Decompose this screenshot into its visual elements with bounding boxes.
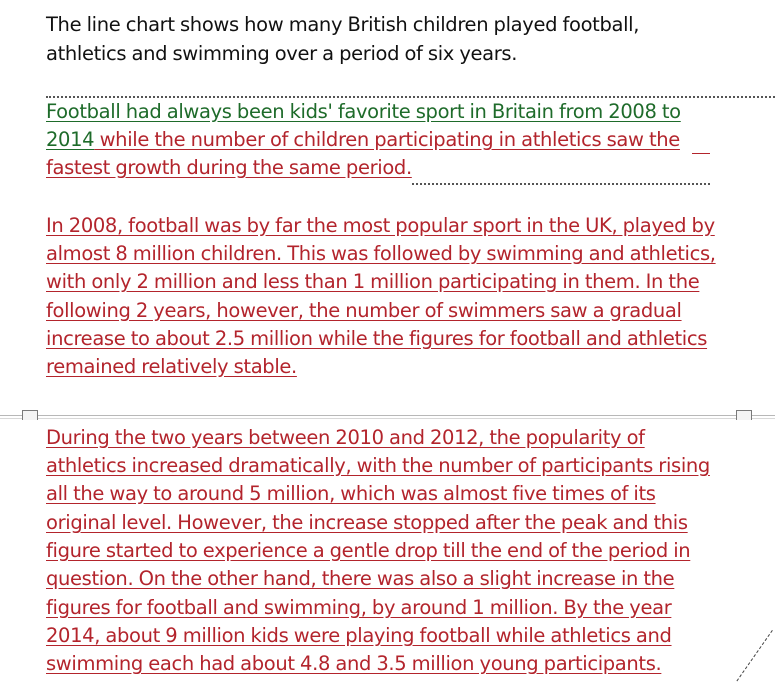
paragraph2-line-9: swimming each had about 4.8 and 3.5 mill…	[46, 652, 662, 675]
overview-year: 2014	[46, 128, 95, 151]
paragraph2-line-3: all the way to around 5 million, which w…	[46, 482, 656, 505]
overview-line-2: 2014 while the number of children partic…	[46, 126, 680, 154]
overview-line-2-rest: while the number of children participati…	[94, 128, 681, 151]
overview-trailing-underline	[692, 153, 710, 154]
paragraph2-line-8: 2014, about 9 million kids were playing …	[46, 624, 672, 647]
overview-line-3: fastest growth during the same period.	[46, 156, 412, 179]
paragraph1-line-6: remained relatively stable.	[46, 355, 297, 378]
overview-dotted-border-bottom	[412, 183, 710, 185]
left-page-corner-marker	[22, 410, 38, 420]
paragraph2-line-5: figure started to experience a gentle dr…	[46, 539, 691, 562]
intro-line-1: The line chart shows how many British ch…	[46, 13, 640, 36]
paragraph1-line-2: almost 8 million children. This was foll…	[46, 242, 716, 265]
overview-dotted-border-top	[46, 96, 775, 98]
paragraph1-line-1: In 2008, football was by far the most po…	[46, 214, 715, 237]
paragraph2-line-1: During the two years between 2010 and 20…	[46, 426, 645, 449]
overview-line-1: Football had always been kids' favorite …	[46, 100, 681, 123]
paragraph2-line-7: figures for football and swimming, by ar…	[46, 596, 672, 619]
paragraph2-line-6: question. On the other hand, there was a…	[46, 567, 675, 590]
intro-line-2: athletics and swimming over a period of …	[46, 42, 518, 65]
paragraph1-line-5: increase to about 2.5 million while the …	[46, 327, 708, 350]
right-page-corner-marker	[736, 410, 752, 420]
page-break-shadow	[0, 418, 775, 419]
paragraph1-line-3: with only 2 million and less than 1 mill…	[46, 270, 700, 293]
paragraph1-line-4: following 2 years, however, the number o…	[46, 299, 682, 322]
paragraph2-line-2: athletics increased dramatically, with t…	[46, 454, 710, 477]
page-break-line	[0, 415, 775, 416]
page-corner-dashed-line	[736, 630, 774, 682]
paragraph2-line-4: original level. However, the increase st…	[46, 511, 688, 534]
